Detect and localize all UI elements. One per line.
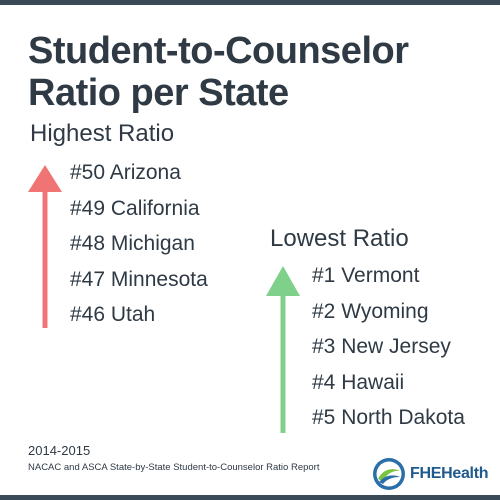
list-item: #50 Arizona <box>70 161 181 184</box>
logo-wordmark: FHEHealth <box>410 465 489 482</box>
list-item: #1 Vermont <box>312 264 420 287</box>
page-title: Student-to-Counselor Ratio per State <box>28 30 478 114</box>
bottom-border-bar <box>0 495 500 500</box>
list-item: #5 North Dakota <box>312 406 465 429</box>
highest-ratio-list: #50 Arizona #49 California #48 Michigan … <box>70 155 208 333</box>
list-item: #47 Minnesota <box>70 267 208 291</box>
top-border-bar <box>0 0 500 5</box>
list-item: #46 Utah <box>70 303 156 326</box>
list-item: #49 California <box>70 196 200 220</box>
list-item: #3 New Jersey <box>312 335 451 358</box>
fhe-health-logo: FHEHealth <box>372 455 490 493</box>
lowest-ratio-list: #1 Vermont #2 Wyoming #3 New Jersey #4 H… <box>312 258 465 436</box>
report-year: 2014-2015 <box>28 443 91 458</box>
source-citation: NACAC and ASCA State-by-State Student-to… <box>28 462 320 473</box>
title-line-1: Student-to-Counselor <box>28 30 409 72</box>
arrow-up-green-icon <box>266 266 300 433</box>
highest-ratio-heading: Highest Ratio <box>30 120 175 147</box>
lowest-ratio-heading: Lowest Ratio <box>270 225 409 252</box>
arrow-up-red-icon <box>28 165 62 328</box>
list-item: #2 Wyoming <box>312 299 429 323</box>
logo-emblem-icon <box>373 458 405 490</box>
list-item: #4 Hawaii <box>312 370 405 394</box>
list-item: #48 Michigan <box>70 232 195 255</box>
title-line-2: Ratio per State <box>28 72 289 114</box>
